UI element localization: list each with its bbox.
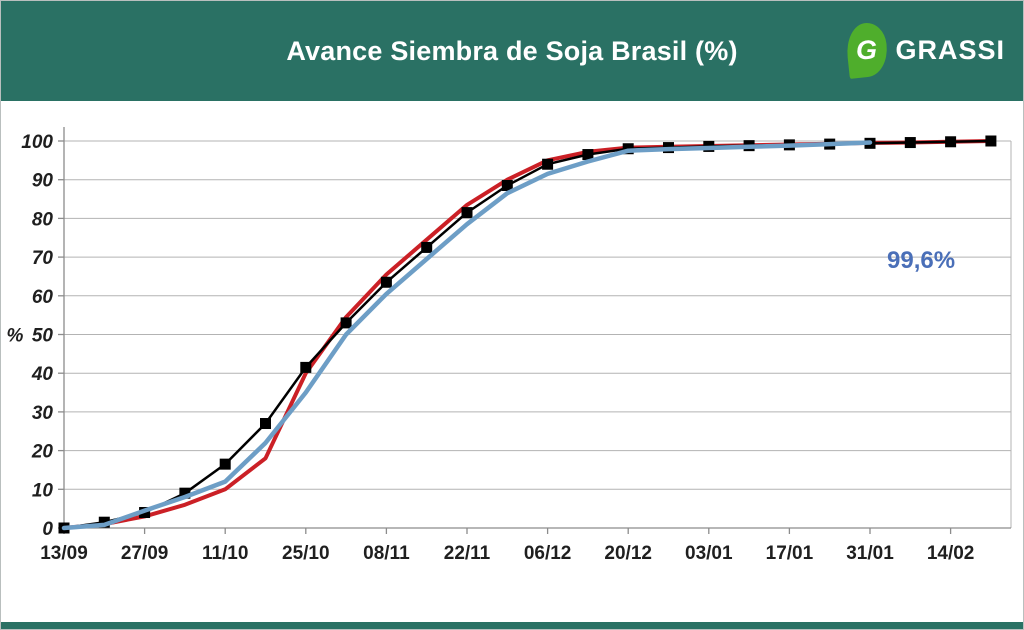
series-line-25-26 [61, 140, 873, 531]
series-marker [904, 137, 916, 149]
leaf-letter: G [856, 34, 878, 65]
y-axis-label: 20 [31, 442, 54, 463]
series-marker [461, 207, 473, 219]
x-axis-label: 11/10 [202, 543, 249, 564]
leaf-icon: G [844, 21, 891, 79]
x-axis-label: 14/02 [927, 543, 975, 564]
series-marker [260, 418, 271, 430]
series-marker [542, 158, 554, 170]
logo-text: GRASSI [895, 34, 1005, 65]
series-marker [501, 180, 513, 192]
y-axis-label: 100 [21, 132, 53, 153]
value-annotation: 99,6% [887, 247, 956, 274]
x-axis-label: 17/01 [766, 543, 814, 564]
y-axis-label: 40 [31, 364, 54, 385]
series-marker [945, 136, 957, 148]
chart-area: 0 10 20 30 40 50 60 70 80 90 100 13/09 27/09 11/10 25/… [1, 101, 1023, 623]
series-marker [219, 458, 231, 470]
x-axis-label: 06/12 [524, 543, 572, 564]
y-axis-label: 90 [32, 171, 54, 192]
x-axis-label: 20/12 [604, 543, 652, 564]
series-marker [300, 361, 312, 373]
y-axis-label: 10 [32, 480, 54, 501]
series-marker [98, 516, 110, 528]
series-marker [985, 135, 997, 147]
y-axis-label: 60 [32, 287, 54, 308]
x-axis-label: 22/11 [444, 543, 491, 564]
y-axis-label: 50 [32, 326, 54, 347]
x-axis-label: 13/09 [40, 543, 88, 564]
y-axis-label: 70 [32, 248, 54, 269]
x-axis-label: 31/01 [846, 543, 894, 564]
series-marker [179, 487, 191, 499]
grassi-logo: G GRASSI [844, 21, 1005, 79]
x-axis-label: 27/09 [121, 543, 169, 564]
series-marker [421, 241, 433, 253]
series-marker [380, 276, 392, 288]
x-axis-label: 25/10 [282, 543, 330, 564]
y-axis-title: % [7, 326, 24, 347]
y-axis-label: 80 [32, 209, 54, 230]
bottom-border-strip [1, 622, 1023, 629]
series-marker [340, 317, 352, 329]
series-marker [582, 149, 594, 161]
chart-title: Avance Siembra de Soja Brasil (%) [286, 35, 738, 66]
x-axis-label: 03/01 [685, 543, 733, 564]
x-axis-label: 08/11 [363, 543, 410, 564]
line-chart: 0 10 20 30 40 50 60 70 80 90 100 13/09 27/09 11/10 25/… [7, 127, 1012, 564]
y-axis-label: 0 [42, 519, 53, 540]
chart-header: Avance Siembra de Soja Brasil (%) G GRAS… [1, 1, 1023, 101]
y-axis-label: 30 [32, 403, 54, 424]
